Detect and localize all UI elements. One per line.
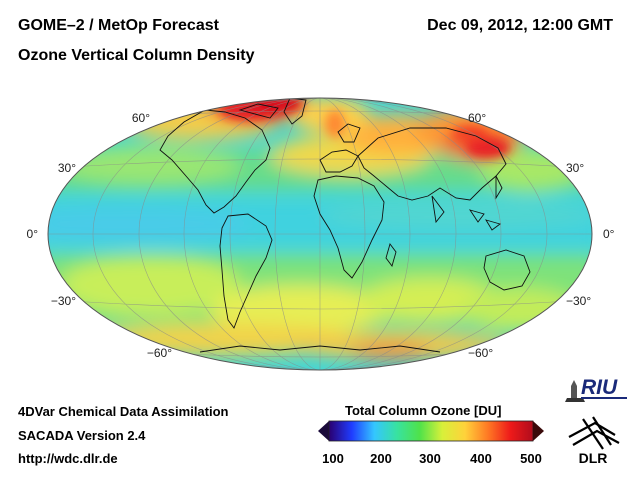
colorbar-high-arrow [533, 421, 544, 441]
lat-label-right-60: 60° [468, 111, 486, 125]
lat-label-left-0: 0° [27, 227, 39, 241]
footer-version: SACADA Version 2.4 [18, 428, 146, 443]
colorbar-tick-400: 400 [470, 451, 492, 466]
riu-logo: RIU [565, 376, 627, 402]
lat-label-left-60: 60° [132, 111, 150, 125]
lat-label-right-0: 0° [603, 227, 615, 241]
colorbar [318, 420, 544, 442]
lat-label-right-m30: −30° [566, 294, 591, 308]
map-title: GOME–2 / MetOp Forecast [18, 17, 219, 34]
lat-label-right-m60: −60° [468, 346, 493, 360]
footer-method: 4DVar Chemical Data Assimilation [18, 404, 229, 419]
coastlines [159, 98, 531, 353]
map-subtitle: Ozone Vertical Column Density [18, 47, 255, 64]
lat-label-left-30: 30° [58, 161, 76, 175]
ozone-field [48, 98, 592, 370]
lat-label-right-30: 30° [566, 161, 584, 175]
dlr-logo: DLR [568, 416, 620, 466]
colorbar-tick-100: 100 [322, 451, 344, 466]
colorbar-tick-500: 500 [520, 451, 542, 466]
riu-logo-text: RIU [581, 376, 618, 399]
lat-label-left-m60: −60° [147, 346, 172, 360]
colorbar-low-arrow [318, 421, 329, 441]
colorbar-tick-200: 200 [370, 451, 392, 466]
graticule [48, 98, 592, 370]
footer-url[interactable]: http://wdc.dlr.de [18, 451, 118, 466]
globe-outline [47, 97, 593, 371]
colorbar-title: Total Column Ozone [DU] [345, 403, 502, 418]
lat-label-left-m30: −30° [51, 294, 76, 308]
forecast-datetime: Dec 09, 2012, 12:00 GMT [427, 17, 613, 34]
colorbar-gradient [328, 420, 534, 442]
colorbar-tick-300: 300 [419, 451, 441, 466]
dlr-logo-text: DLR [579, 450, 608, 466]
